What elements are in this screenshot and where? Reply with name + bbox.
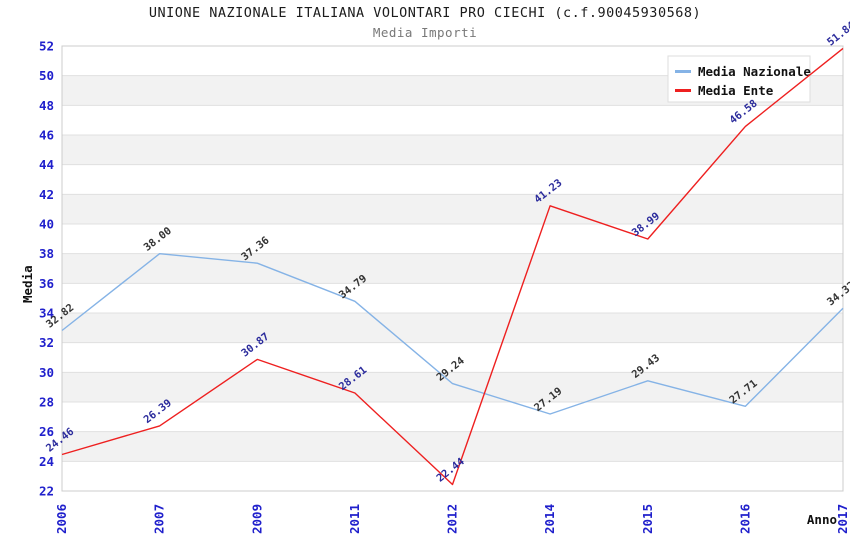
- plot-band: [62, 372, 843, 402]
- y-tick-label: 38: [39, 246, 54, 261]
- x-axis-title: Anno: [807, 512, 837, 527]
- legend-label-media-nazionale: Media Nazionale: [698, 64, 811, 79]
- y-tick-label: 48: [39, 98, 54, 113]
- y-tick-label: 46: [39, 128, 54, 143]
- plot-border: [61, 45, 844, 492]
- y-tick-label: 36: [39, 276, 54, 291]
- x-tick-label: 2006: [54, 504, 69, 534]
- legend-label-media-ente: Media Ente: [698, 83, 774, 98]
- y-tick-label: 32: [39, 335, 54, 350]
- plot-band: [62, 431, 843, 462]
- x-tick-label: 2015: [640, 504, 655, 534]
- x-tick-label: 2017: [835, 504, 850, 534]
- x-tick-label: 2011: [347, 504, 362, 534]
- y-tick-label: 24: [39, 454, 54, 469]
- y-tick-label: 52: [39, 39, 54, 54]
- data-label-media-nazionale: 38.00: [142, 225, 174, 254]
- plot-band: [62, 253, 843, 284]
- data-label-media-ente: 51.84: [825, 20, 850, 49]
- y-tick-label: 50: [39, 68, 54, 83]
- plot-band: [62, 313, 843, 343]
- y-tick-label: 34: [39, 306, 54, 321]
- x-tick-label: 2016: [737, 504, 752, 534]
- x-tick-label: 2012: [445, 504, 460, 534]
- y-tick-label: 44: [39, 157, 54, 172]
- chart-subtitle: Media Importi: [372, 25, 478, 40]
- x-tick-label: 2009: [249, 504, 264, 534]
- plot-band: [62, 194, 843, 224]
- plot-band: [62, 135, 843, 165]
- x-tick-label: 2007: [152, 504, 167, 534]
- y-tick-label: 22: [39, 484, 54, 499]
- y-tick-label: 28: [39, 395, 54, 410]
- y-tick-label: 26: [39, 424, 54, 439]
- series-line-media-ente: [61, 47, 844, 486]
- y-tick-label: 40: [39, 217, 54, 232]
- series-line-media-nazionale: [61, 252, 844, 415]
- x-tick-label: 2014: [542, 504, 557, 534]
- y-tick-label: 42: [39, 187, 54, 202]
- chart-title: UNIONE NAZIONALE ITALIANA VOLONTARI PRO …: [148, 5, 702, 21]
- y-tick-label: 30: [39, 365, 54, 380]
- y-axis-title: Media: [20, 265, 35, 303]
